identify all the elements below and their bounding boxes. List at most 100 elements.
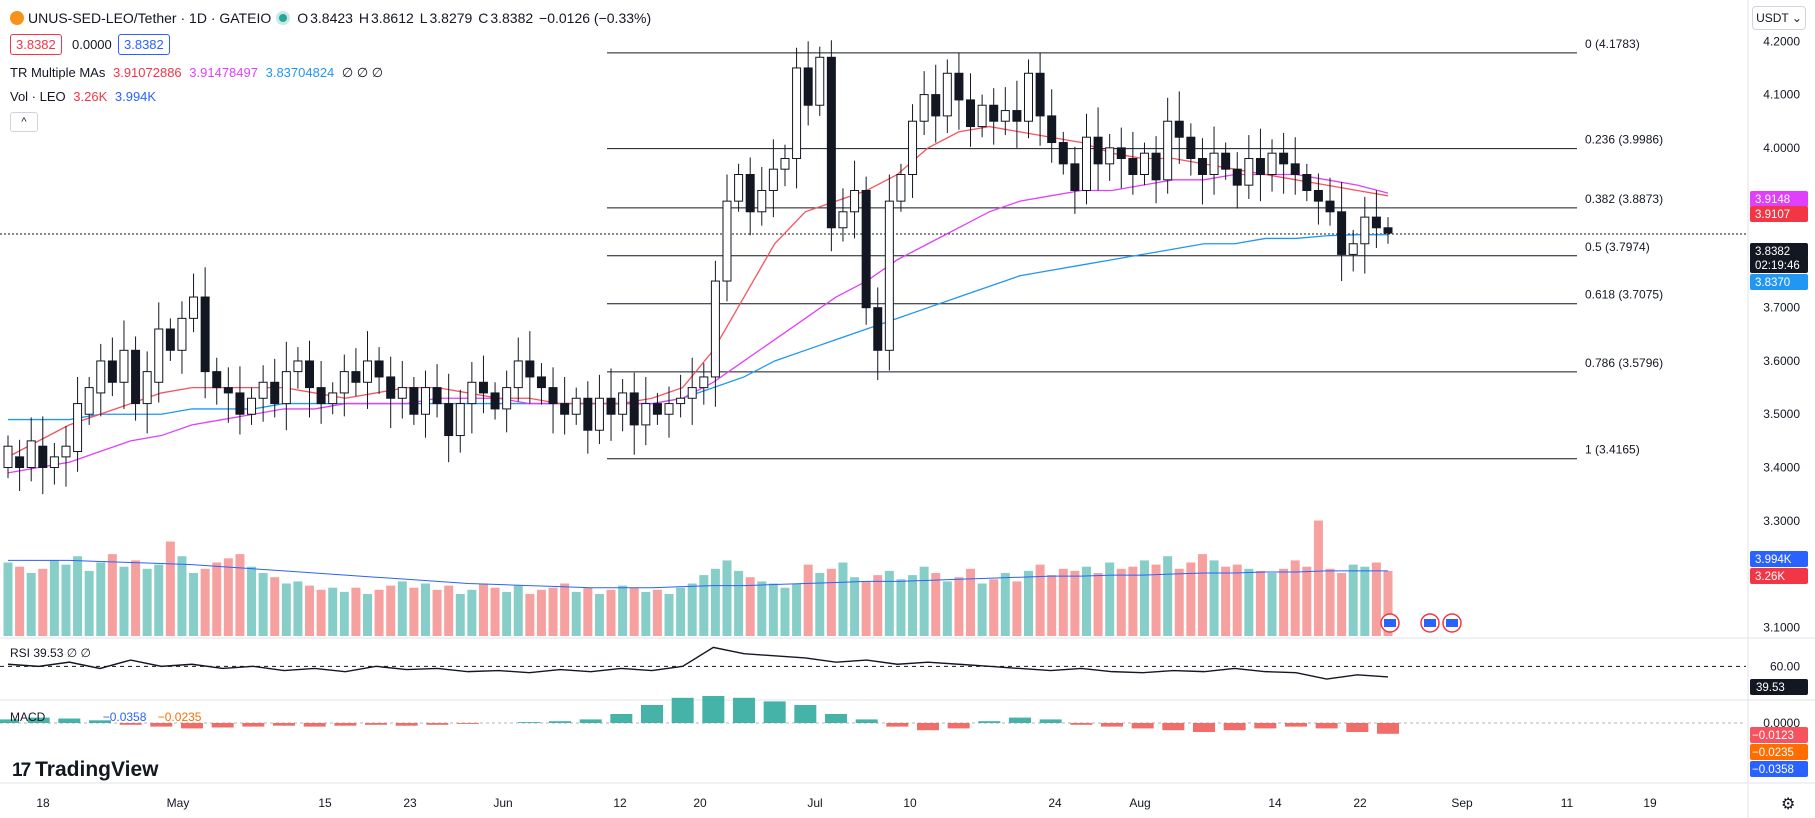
volume-bar [815, 573, 825, 636]
volume-bar [1197, 554, 1207, 636]
volume-bar [1209, 560, 1219, 636]
flag-icon-fill [1424, 619, 1436, 627]
candle [1174, 91, 1184, 164]
macd-histogram-bar [1162, 723, 1185, 731]
candle [548, 367, 558, 434]
candle-body [850, 189, 860, 213]
volume-bar [989, 579, 999, 636]
candle-body [444, 403, 454, 437]
candle-body [1244, 158, 1254, 186]
candle-body [1035, 72, 1045, 117]
candle [676, 374, 686, 418]
volume-bar [96, 562, 106, 636]
candle [235, 366, 245, 435]
price-tick-label: 3.5000 [1763, 407, 1800, 421]
macd-histogram-bar [242, 723, 265, 727]
volume-bar [525, 594, 535, 636]
volume-bar [455, 594, 465, 636]
price-tick-label: 3.1000 [1763, 620, 1800, 634]
volume-bar [513, 585, 523, 636]
macd-histogram-bar [1285, 723, 1307, 727]
candle [61, 425, 71, 487]
volume-bar [1244, 568, 1254, 636]
macd-histogram-bar [794, 705, 817, 723]
candle-body [919, 94, 929, 122]
tradingview-logo[interactable]: 17 TradingView [12, 758, 159, 781]
candle [281, 341, 291, 431]
candle-body [745, 174, 755, 213]
price-tag-bg [1750, 257, 1808, 273]
candle [84, 376, 94, 425]
gear-icon[interactable]: ⚙ [1781, 796, 1796, 813]
volume-bar [687, 583, 697, 636]
candle-body [1163, 120, 1173, 181]
volume-bar [1255, 570, 1265, 636]
candle [1255, 128, 1265, 202]
volume-legend[interactable]: Vol · LEO 3.26K 3.994K [10, 89, 157, 104]
volume-bar [1093, 573, 1103, 636]
candle-body [1174, 120, 1184, 138]
candle-body [1058, 142, 1068, 165]
candle-body [374, 360, 384, 378]
volume-bar [583, 587, 593, 636]
candle [107, 337, 117, 397]
candle-body [1081, 136, 1091, 191]
candle [792, 47, 802, 189]
rsi-legend[interactable]: RSI 39.53 ∅ ∅ [10, 646, 91, 660]
candle [223, 367, 233, 423]
volume-bar [664, 594, 674, 636]
candle-body [838, 211, 848, 229]
symbol-title[interactable]: UNUS-SED-LEO/Tether · 1D · GATEIO [28, 10, 272, 26]
candle-body [467, 381, 477, 405]
fib-level-label: 0.5 (3.7974) [1585, 240, 1650, 254]
candle-body [362, 360, 372, 383]
candle [490, 382, 500, 420]
candle [896, 163, 906, 212]
ma-legend[interactable]: TR Multiple MAs 3.91072886 3.91478497 3.… [10, 65, 384, 80]
volume-bar [745, 577, 755, 636]
candle-body [1024, 72, 1034, 122]
volume-bar [792, 583, 802, 636]
macd-legend[interactable]: MACD −0.0358 −0.0235 [10, 710, 202, 724]
volume-bar [444, 585, 454, 636]
price-tag-bg [1750, 551, 1808, 567]
buy-price-box[interactable]: 3.8382 [118, 34, 170, 55]
volume-bar [908, 575, 918, 636]
volume-bar [780, 587, 790, 636]
candle [1163, 97, 1173, 194]
volume-bar [61, 564, 71, 636]
sell-price-box[interactable]: 3.8382 [10, 34, 62, 55]
candle-body [455, 403, 465, 437]
volume-bar [281, 583, 291, 636]
volume-bar [15, 566, 25, 636]
flag-icon [1442, 613, 1462, 633]
time-axis-label: May [167, 796, 190, 810]
candle [734, 163, 744, 212]
volume-bar [235, 554, 245, 636]
time-axis-label: 12 [613, 796, 627, 810]
currency-selector[interactable]: USDT ⌄ [1752, 6, 1806, 30]
volume-bar [977, 583, 987, 636]
candle-body [896, 174, 906, 202]
candle-body [1348, 243, 1358, 255]
candle-body [1012, 110, 1022, 122]
candle-body [339, 371, 349, 394]
volume-bar [676, 587, 686, 636]
volume-bar [606, 589, 616, 636]
volume-bar [339, 591, 349, 636]
volume-bar [270, 577, 280, 636]
candle-body [1383, 227, 1393, 234]
candle [1267, 139, 1277, 192]
candle-body [699, 376, 709, 389]
volume-bar [803, 564, 813, 636]
volume-bar [351, 587, 361, 636]
volume-bar [154, 564, 164, 636]
candle-body [165, 328, 175, 351]
candle-body [281, 371, 291, 405]
volume-bar [119, 566, 129, 636]
volume-bar [502, 591, 512, 636]
volume-bar [374, 589, 384, 636]
collapse-legend-button[interactable]: ^ [10, 112, 38, 132]
macd-tag-label: −0.0358 [1752, 764, 1794, 776]
